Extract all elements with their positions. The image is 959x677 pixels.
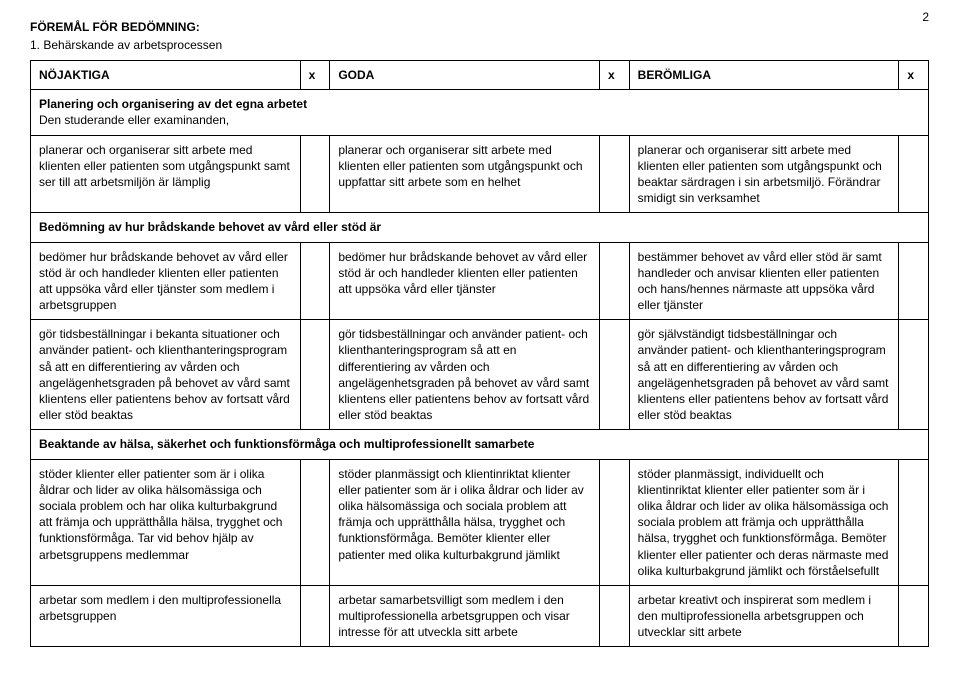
cell: bedömer hur brådskande behovet av vård e… [330,242,600,320]
cell: stöder klienter eller patienter som är i… [31,459,301,585]
cell: stöder planmässigt, individuellt och kli… [629,459,899,585]
cell-x [600,320,630,430]
cell: gör tidsbeställningar och använder patie… [330,320,600,430]
subheading-row-2: Bedömning av hur brådskande behovet av v… [31,213,929,242]
cell: arbetar samarbetsvilligt som medlem i de… [330,585,600,647]
cell: planerar och organiserar sitt arbete med… [629,135,899,213]
table-row: arbetar som medlem i den multiprofession… [31,585,929,647]
cell: gör självständigt tidsbeställningar och … [629,320,899,430]
cell-x [600,459,630,585]
cell-x [899,242,929,320]
subheading-row-1: Planering och organisering av det egna a… [31,90,929,135]
cell-x [600,585,630,647]
subheading-1-subtitle: Den studerande eller examinanden, [39,112,920,128]
cell: planerar och organiserar sitt arbete med… [31,135,301,213]
cell-x [899,459,929,585]
cell: bedömer hur brådskande behovet av vård e… [31,242,301,320]
header-goda: GODA [330,61,600,90]
cell-x [600,135,630,213]
cell-x [300,135,330,213]
cell-x [600,242,630,320]
subheading-2-title: Bedömning av hur brådskande behovet av v… [39,219,920,235]
cell: arbetar kreativt och inspirerat som medl… [629,585,899,647]
cell-x [899,320,929,430]
header-row: NÖJAKTIGA x GODA x BERÖMLIGA x [31,61,929,90]
table-row: gör tidsbeställningar i bekanta situatio… [31,320,929,430]
cell-x [899,585,929,647]
cell-x [300,320,330,430]
header-nojaktiga: NÖJAKTIGA [31,61,301,90]
header-x2: x [600,61,630,90]
section-title: FÖREMÅL FÖR BEDÖMNING: [30,20,929,34]
table-row: bedömer hur brådskande behovet av vård e… [31,242,929,320]
subheading-1-title: Planering och organisering av det egna a… [39,96,920,112]
cell-x [300,459,330,585]
cell-x [300,242,330,320]
header-beromliga: BERÖMLIGA [629,61,899,90]
assessment-table: NÖJAKTIGA x GODA x BERÖMLIGA x Planering… [30,60,929,647]
cell-x [300,585,330,647]
header-x1: x [300,61,330,90]
cell: bestämmer behovet av vård eller stöd är … [629,242,899,320]
subheading-row-3: Beaktande av hälsa, säkerhet och funktio… [31,430,929,459]
header-x3: x [899,61,929,90]
table-row: planerar och organiserar sitt arbete med… [31,135,929,213]
cell: stöder planmässigt och klientinriktat kl… [330,459,600,585]
numbered-item: 1. Behärskande av arbetsprocessen [30,38,929,52]
cell-x [899,135,929,213]
cell: gör tidsbeställningar i bekanta situatio… [31,320,301,430]
table-row: stöder klienter eller patienter som är i… [31,459,929,585]
cell: arbetar som medlem i den multiprofession… [31,585,301,647]
cell: planerar och organiserar sitt arbete med… [330,135,600,213]
page-number: 2 [922,10,929,24]
subheading-3-title: Beaktande av hälsa, säkerhet och funktio… [39,436,920,452]
